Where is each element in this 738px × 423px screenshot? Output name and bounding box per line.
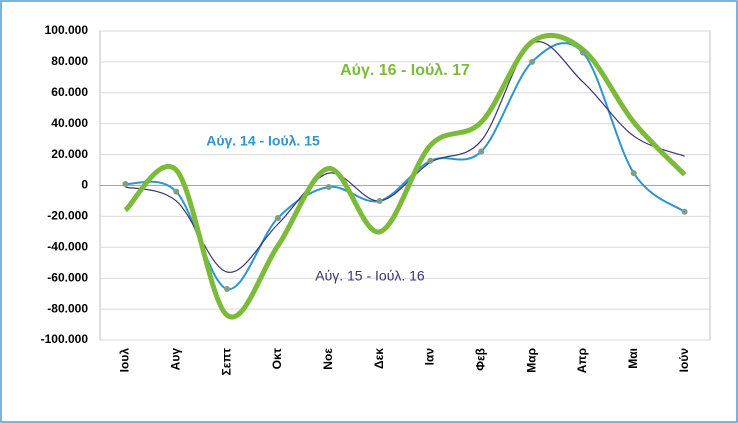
data-point [274, 214, 281, 221]
y-tick-label: 20.000 [51, 147, 88, 161]
x-tick-label: Ιαν [423, 348, 437, 366]
data-point [427, 157, 434, 164]
data-point [478, 148, 485, 155]
data-point [325, 184, 332, 191]
data-point [224, 286, 231, 293]
x-tick-label: Μαι [626, 348, 640, 369]
x-tick-label: Ιούν [677, 348, 691, 373]
data-point [529, 58, 536, 65]
data-point [630, 170, 637, 177]
y-tick-label: -100.000 [41, 332, 89, 346]
x-tick-label: Ιουλ [118, 348, 132, 373]
x-tick-label: Φεβ [473, 348, 487, 371]
data-point [376, 197, 383, 204]
y-tick-label: -80.000 [47, 301, 88, 315]
x-tick-label: Νοε [321, 348, 335, 370]
series-label: Αύγ. 16 - Ιούλ. 17 [340, 62, 470, 79]
y-tick-label: 80.000 [51, 54, 88, 68]
data-point [579, 49, 586, 56]
x-tick-label: Σεπτ [219, 347, 233, 375]
y-tick-label: -40.000 [47, 239, 88, 253]
series-label: Αύγ. 14 - Ιούλ. 15 [206, 133, 320, 149]
series-label: Αύγ. 15 - Ιούλ. 16 [315, 268, 425, 284]
x-tick-label: Δεκ [372, 348, 386, 369]
data-point [173, 188, 180, 195]
y-tick-label: 0 [81, 178, 88, 192]
series-line [123, 32, 687, 320]
x-tick-label: Απρ [575, 348, 589, 373]
x-tick-label: Μαρ [524, 348, 538, 373]
y-tick-label: 60.000 [51, 85, 88, 99]
y-tick-label: -20.000 [47, 209, 88, 223]
x-tick-label: Οκτ [270, 347, 284, 369]
y-tick-label: -60.000 [47, 270, 88, 284]
data-point [122, 180, 129, 187]
y-tick-label: 100.000 [45, 23, 89, 37]
x-tick-label: Αυγ [168, 348, 182, 371]
data-point [681, 208, 688, 215]
y-tick-label: 40.000 [51, 116, 88, 130]
